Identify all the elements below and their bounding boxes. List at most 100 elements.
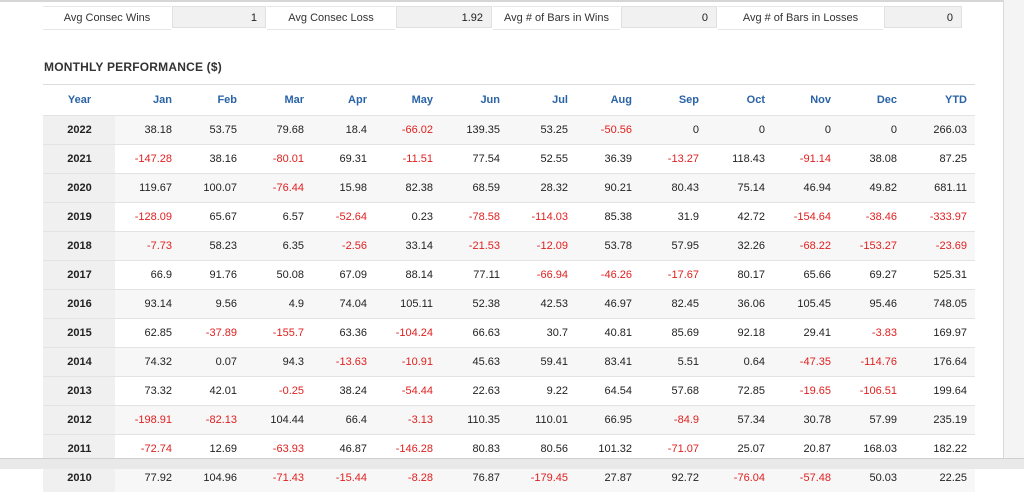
table-cell-apr: 67.09 [312,261,375,290]
table-cell-may: 0.23 [375,203,441,232]
table-cell-sep: 31.9 [640,203,707,232]
table-cell-nov: 105.45 [773,290,839,319]
table-cell-aug: -46.26 [576,261,640,290]
table-cell-nov: 30.78 [773,406,839,435]
table-cell-jan: 93.14 [115,290,180,319]
table-cell-nov: 46.94 [773,174,839,203]
table-cell-jul: 42.53 [508,290,576,319]
table-cell-dec: 69.27 [839,261,905,290]
table-cell-may: 105.11 [375,290,441,319]
table-cell-aug: 36.39 [576,145,640,174]
table-cell-jul: -12.09 [508,232,576,261]
table-cell-may: -3.13 [375,406,441,435]
column-header-oct: Oct [707,85,773,116]
table-cell-dec: -153.27 [839,232,905,261]
table-cell-jan: 62.85 [115,319,180,348]
avg-consec-loss-label: Avg Consec Loss [267,6,395,30]
table-cell-oct: 72.85 [707,377,773,406]
table-cell-jan: 119.67 [115,174,180,203]
bottom-scrollbar[interactable] [0,458,1024,469]
table-cell-sep: 5.51 [640,348,707,377]
table-cell-oct: 80.17 [707,261,773,290]
table-cell-nov: -154.64 [773,203,839,232]
table-cell-mar: 104.44 [245,406,312,435]
avg-bars-losses-value: 0 [884,6,962,28]
row-year: 2013 [43,377,115,406]
table-cell-oct: 42.72 [707,203,773,232]
table-cell-feb: 53.75 [180,116,245,145]
table-cell-mar: 50.08 [245,261,312,290]
table-cell-jul: 53.25 [508,116,576,145]
table-cell-mar: -155.7 [245,319,312,348]
table-cell-aug: 85.38 [576,203,640,232]
table-cell-jan: 38.18 [115,116,180,145]
table-cell-may: -66.02 [375,116,441,145]
row-year: 2021 [43,145,115,174]
table-cell-apr: 74.04 [312,290,375,319]
row-year: 2016 [43,290,115,319]
table-cell-apr: 18.4 [312,116,375,145]
row-year: 2019 [43,203,115,232]
table-cell-feb: 9.56 [180,290,245,319]
table-cell-aug: 90.21 [576,174,640,203]
table-cell-jul: 9.22 [508,377,576,406]
table-cell-oct: 75.14 [707,174,773,203]
table-cell-apr: -13.63 [312,348,375,377]
column-header-mar: Mar [245,85,312,116]
table-cell-mar: 6.57 [245,203,312,232]
table-cell-aug: 46.97 [576,290,640,319]
table-cell-mar: 4.9 [245,290,312,319]
table-cell-ytd: 525.31 [905,261,975,290]
table-cell-ytd: 87.25 [905,145,975,174]
table-cell-dec: 49.82 [839,174,905,203]
table-cell-oct: 0 [707,116,773,145]
scrollbar-track[interactable] [1003,0,1024,468]
table-cell-ytd: -23.69 [905,232,975,261]
table-cell-jul: 28.32 [508,174,576,203]
row-year: 2020 [43,174,115,203]
table-cell-sep: -84.9 [640,406,707,435]
row-year: 2015 [43,319,115,348]
table-cell-jul: 52.55 [508,145,576,174]
table-cell-jul: 30.7 [508,319,576,348]
table-cell-ytd: 199.64 [905,377,975,406]
avg-consec-wins-value: 1 [172,6,266,28]
table-cell-jun: 77.11 [441,261,508,290]
row-year: 2012 [43,406,115,435]
table-cell-jun: 22.63 [441,377,508,406]
table-cell-dec: 0 [839,116,905,145]
table-cell-dec: -106.51 [839,377,905,406]
table-cell-nov: -47.35 [773,348,839,377]
table-cell-jan: 74.32 [115,348,180,377]
avg-bars-wins-value: 0 [621,6,717,28]
table-cell-apr: 66.4 [312,406,375,435]
table-cell-mar: 6.35 [245,232,312,261]
table-cell-apr: 69.31 [312,145,375,174]
table-cell-aug: 53.78 [576,232,640,261]
table-cell-aug: -50.56 [576,116,640,145]
table-cell-jan: -198.91 [115,406,180,435]
table-cell-jul: -114.03 [508,203,576,232]
table-cell-nov: 65.66 [773,261,839,290]
column-header-year: Year [43,85,115,116]
table-cell-aug: 64.54 [576,377,640,406]
row-year: 2017 [43,261,115,290]
table-cell-feb: -82.13 [180,406,245,435]
table-cell-mar: -80.01 [245,145,312,174]
table-cell-oct: 0.64 [707,348,773,377]
table-cell-oct: 32.26 [707,232,773,261]
row-year: 2014 [43,348,115,377]
table-cell-may: 33.14 [375,232,441,261]
column-header-dec: Dec [839,85,905,116]
table-cell-may: -54.44 [375,377,441,406]
table-cell-aug: 66.95 [576,406,640,435]
column-header-may: May [375,85,441,116]
table-cell-nov: 29.41 [773,319,839,348]
stats-strip: Avg Consec Wins 1 Avg Consec Loss 1.92 A… [43,6,963,30]
table-cell-jan: -128.09 [115,203,180,232]
column-header-jun: Jun [441,85,508,116]
